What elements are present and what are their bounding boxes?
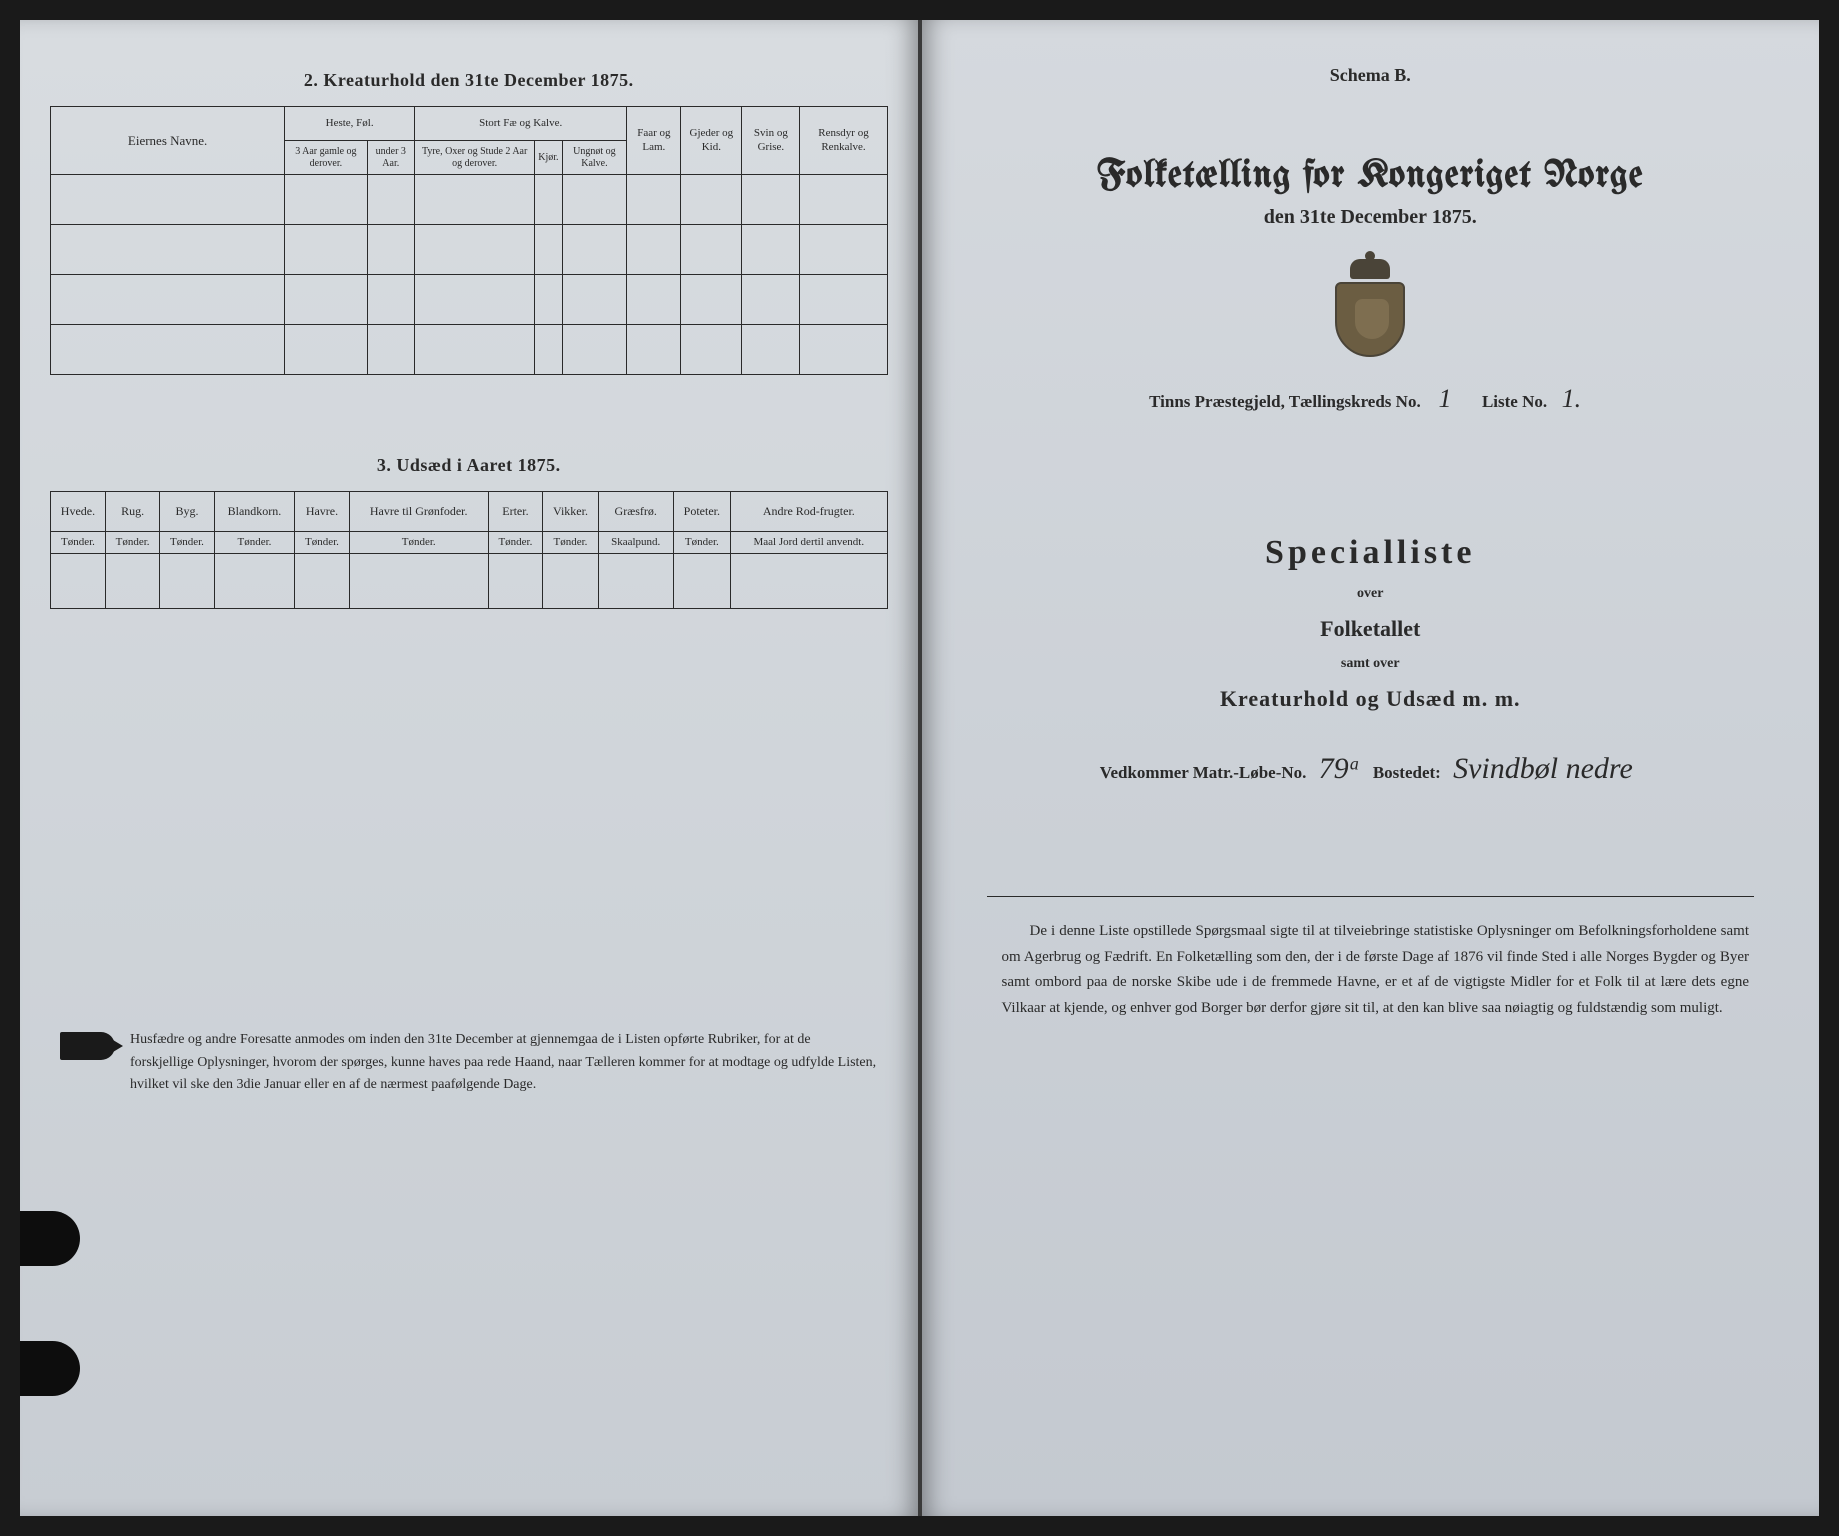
liste-label: Liste No.: [1482, 392, 1547, 411]
col-group-cattle: Stort Fæ og Kalve.: [415, 107, 627, 141]
census-main-title: Folketælling for Kongeriget Norge: [952, 156, 1790, 196]
col-horses-old: 3 Aar gamle og derover.: [285, 141, 367, 175]
livestock-table: Eiernes Navne. Heste, Føl. Stort Fæ og K…: [50, 106, 888, 375]
unit: Tønder.: [543, 532, 599, 554]
unit: Tønder.: [295, 532, 349, 554]
schema-label: Schema B.: [952, 65, 1790, 86]
table-row: [51, 175, 888, 225]
col-group-horses: Heste, Føl.: [285, 107, 415, 141]
table-row: [51, 275, 888, 325]
col-horses-young: under 3 Aar.: [367, 141, 414, 175]
col-owner: Eiernes Navne.: [51, 107, 285, 175]
bosted-label: Bostedet:: [1373, 763, 1441, 782]
col-sheep: Faar og Lam.: [627, 107, 681, 175]
table-row: [51, 325, 888, 375]
unit: Tønder.: [214, 532, 295, 554]
table2-title: 3. Udsæd i Aaret 1875.: [50, 455, 888, 476]
bottom-paragraph: De i denne Liste opstillede Spørgsmaal s…: [952, 897, 1790, 1021]
unit: Tønder.: [51, 532, 106, 554]
notice-text: Husfædre og andre Foresatte anmodes om i…: [130, 1029, 878, 1096]
bosted-value: Svindbøl nedre: [1453, 752, 1633, 786]
col-cows: Kjør.: [535, 141, 562, 175]
right-page: Schema B. Folketælling for Kongeriget No…: [922, 20, 1820, 1516]
over-label: over: [952, 586, 1790, 602]
col-oats-green: Havre til Grønfoder.: [349, 492, 488, 532]
col-calves: Ungnøt og Kalve.: [562, 141, 627, 175]
col-oats: Havre.: [295, 492, 349, 532]
census-date: den 31te December 1875.: [952, 206, 1790, 229]
col-rye: Rug.: [105, 492, 159, 532]
vedkommer-line: Vedkommer Matr.-Løbe-No. 79ᵃ Bostedet: S…: [952, 752, 1790, 786]
col-barley: Byg.: [160, 492, 214, 532]
specialliste-title: Specialliste: [952, 534, 1790, 572]
matr-number: 79ᵃ: [1319, 752, 1361, 786]
col-roots: Andre Rod-frugter.: [731, 492, 887, 532]
col-potatoes: Poteter.: [673, 492, 731, 532]
liste-number: 1.: [1551, 384, 1591, 414]
district-prefix: Tinns Præstegjeld, Tællingskreds No.: [1149, 392, 1421, 411]
col-vetch: Vikker.: [543, 492, 599, 532]
unit: Maal Jord dertil anvendt.: [731, 532, 887, 554]
col-wheat: Hvede.: [51, 492, 106, 532]
unit: Tønder.: [673, 532, 731, 554]
col-grass: Græsfrø.: [598, 492, 673, 532]
unit: Tønder.: [349, 532, 488, 554]
district-number: 1: [1425, 384, 1465, 414]
table-row: [51, 554, 888, 609]
unit: Tønder.: [105, 532, 159, 554]
samt-over-label: samt over: [952, 656, 1790, 672]
binder-clip-icon: [20, 1341, 80, 1396]
col-goats: Gjeder og Kid.: [681, 107, 742, 175]
notice-block: Husfædre og andre Foresatte anmodes om i…: [50, 1029, 888, 1096]
coat-of-arms-icon: [1328, 259, 1413, 359]
seed-header-row: Hvede. Rug. Byg. Blandkorn. Havre. Havre…: [51, 492, 888, 532]
vedkommer-label: Vedkommer Matr.-Løbe-No.: [1100, 763, 1307, 782]
col-peas: Erter.: [488, 492, 542, 532]
unit: Tønder.: [160, 532, 214, 554]
seed-unit-row: Tønder. Tønder. Tønder. Tønder. Tønder. …: [51, 532, 888, 554]
kreatur-line: Kreaturhold og Udsæd m. m.: [952, 686, 1790, 712]
left-page: 2. Kreaturhold den 31te December 1875. E…: [20, 20, 922, 1516]
district-line: Tinns Præstegjeld, Tællingskreds No. 1 L…: [952, 384, 1790, 414]
col-reindeer: Rensdyr og Renkalve.: [800, 107, 887, 175]
pointing-hand-icon: [60, 1032, 115, 1060]
col-pigs: Svin og Grise.: [742, 107, 800, 175]
col-mixed: Blandkorn.: [214, 492, 295, 532]
unit: Tønder.: [488, 532, 542, 554]
table-row: [51, 225, 888, 275]
document-spread: 2. Kreaturhold den 31te December 1875. E…: [20, 20, 1819, 1516]
binder-clip-icon: [20, 1211, 80, 1266]
table1-title: 2. Kreaturhold den 31te December 1875.: [50, 70, 888, 91]
col-bulls: Tyre, Oxer og Stude 2 Aar og derover.: [415, 141, 535, 175]
seed-table: Hvede. Rug. Byg. Blandkorn. Havre. Havre…: [50, 491, 888, 609]
unit: Skaalpund.: [598, 532, 673, 554]
folketallet-label: Folketallet: [952, 616, 1790, 642]
